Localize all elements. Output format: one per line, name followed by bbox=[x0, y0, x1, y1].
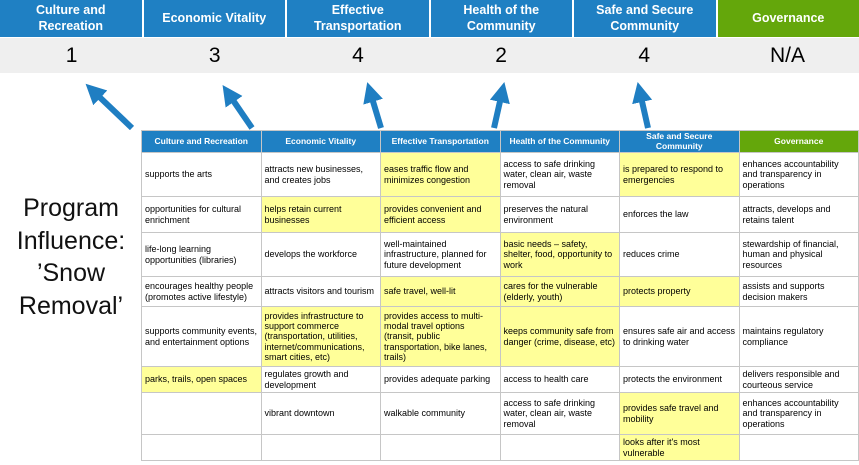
score-culture-and-recreation: 1 bbox=[65, 43, 78, 67]
matrix-cell: delivers responsible and courteous servi… bbox=[738, 366, 859, 393]
matrix-header-economic-vitality: Economic Vitality bbox=[260, 130, 381, 153]
matrix-cell: supports community events, and entertain… bbox=[141, 306, 262, 367]
matrix-header-effective-transportation: Effective Transportation bbox=[380, 130, 501, 153]
matrix-cell: maintains regulatory compliance bbox=[738, 306, 859, 367]
matrix-cell: looks after it's most vulnerable bbox=[619, 434, 740, 461]
matrix-header-health-of-the-community: Health of the Community bbox=[499, 130, 620, 153]
matrix-row: life-long learning opportunities (librar… bbox=[141, 232, 859, 277]
matrix-cell: regulates growth and development bbox=[260, 366, 381, 393]
influence-arrows bbox=[85, 82, 653, 130]
matrix-row: parks, trails, open spaces regulates grow… bbox=[141, 366, 859, 393]
matrix-cell: access to health care bbox=[499, 366, 620, 393]
matrix-cell: cares for the vulnerable (elderly, youth… bbox=[499, 276, 620, 307]
matrix-row: encourages healthy people (promotes acti… bbox=[141, 276, 859, 307]
matrix-cell: reduces crime bbox=[619, 232, 740, 277]
score-health-of-the-community: 2 bbox=[495, 43, 507, 67]
matrix-cell: attracts, develops and retains talent bbox=[738, 196, 859, 233]
score-safe-and-secure-community: 4 bbox=[638, 43, 651, 67]
matrix-cell: access to safe drinking water, clean air… bbox=[499, 392, 620, 435]
matrix-cell: preserves the natural environment bbox=[499, 196, 620, 233]
matrix-cell: opportunities for cultural enrichment bbox=[141, 196, 262, 233]
matrix-cell: access to safe drinking water, clean air… bbox=[499, 152, 620, 197]
matrix-head: Culture and Recreation Economic Vitality… bbox=[141, 130, 859, 153]
matrix-cell bbox=[260, 434, 381, 461]
banner-governance: Governance bbox=[717, 0, 859, 37]
banner-effective-transportation: Effective Transportation bbox=[287, 0, 429, 37]
matrix-row: supports the arts attracts new businesses… bbox=[141, 152, 859, 197]
banner-economic-vitality: Economic Vitality bbox=[143, 0, 285, 37]
matrix-cell: provides convenient and efficient access bbox=[380, 196, 501, 233]
matrix-cell: enforces the law bbox=[619, 196, 740, 233]
matrix-header-governance: Governance bbox=[738, 130, 859, 153]
matrix-cell: protects the environment bbox=[619, 366, 740, 393]
matrix-row: opportunities for cultural enrichment hel… bbox=[141, 196, 859, 233]
matrix-cell bbox=[738, 434, 859, 461]
matrix-cell: basic needs – safety, shelter, food, opp… bbox=[499, 232, 620, 277]
matrix-cell: keeps community safe from danger (crime,… bbox=[499, 306, 620, 367]
matrix-row: vibrant downtown walkable community access… bbox=[141, 392, 859, 435]
matrix-cell: well-maintained infrastructure, planned … bbox=[380, 232, 501, 277]
score-economic-vitality: 3 bbox=[208, 43, 221, 67]
matrix-cell: assists and supports decision makers bbox=[738, 276, 859, 307]
matrix-row: supports community events, and entertain… bbox=[141, 306, 859, 367]
matrix-cell bbox=[380, 434, 501, 461]
matrix-cell: provides access to multi-modal travel op… bbox=[380, 306, 501, 367]
matrix-cell: safe travel, well-lit bbox=[380, 276, 501, 307]
matrix-cell: supports the arts bbox=[141, 152, 262, 197]
influence-arrow bbox=[489, 82, 510, 129]
matrix-body: supports the arts attracts new businesses… bbox=[141, 152, 859, 461]
program-title: Program Influence: ’Snow Removal’ bbox=[16, 194, 126, 320]
influence-arrow bbox=[222, 84, 255, 130]
matrix-cell: provides adequate parking bbox=[380, 366, 501, 393]
matrix-cell: life-long learning opportunities (librar… bbox=[141, 232, 262, 277]
influence-matrix: Culture and Recreation Economic Vitality… bbox=[141, 130, 859, 461]
scorecard-banner: Culture and Recreation Economic Vitality… bbox=[0, 0, 859, 37]
matrix-cell: ensures safe air and access to drinking … bbox=[619, 306, 740, 367]
matrix-cell: eases traffic flow and minimizes congest… bbox=[380, 152, 501, 197]
matrix-cell: develops the workforce bbox=[260, 232, 381, 277]
matrix-cell: protects property bbox=[619, 276, 740, 307]
matrix-cell: attracts visitors and tourism bbox=[260, 276, 381, 307]
matrix-cell: enhances accountability and transparency… bbox=[738, 392, 859, 435]
matrix-cell: encourages healthy people (promotes acti… bbox=[141, 276, 262, 307]
matrix-cell: vibrant downtown bbox=[260, 392, 381, 435]
matrix-header-row: Culture and Recreation Economic Vitality… bbox=[141, 130, 859, 153]
matrix-cell: provides safe travel and mobility bbox=[619, 392, 740, 435]
score-row: 1 3 4 2 4 N/A bbox=[0, 38, 859, 73]
matrix-cell: helps retain current businesses bbox=[260, 196, 381, 233]
matrix-cell: provides infrastructure to support comme… bbox=[260, 306, 381, 367]
matrix-cell bbox=[499, 434, 620, 461]
matrix-header-safe-and-secure-community: Safe and Secure Community bbox=[619, 130, 740, 153]
influence-arrow bbox=[363, 82, 384, 129]
influence-arrow bbox=[85, 83, 135, 130]
banner-safe-and-secure-community: Safe and Secure Community bbox=[574, 0, 716, 37]
matrix-cell: parks, trails, open spaces bbox=[141, 366, 262, 393]
banner-culture-and-recreation: Culture and Recreation bbox=[0, 0, 142, 37]
matrix-header-culture-and-recreation: Culture and Recreation bbox=[141, 130, 262, 153]
matrix-cell: stewardship of financial, human and phys… bbox=[738, 232, 859, 277]
score-governance: N/A bbox=[769, 43, 805, 67]
banner-health-of-the-community: Health of the Community bbox=[430, 0, 572, 37]
matrix-cell bbox=[141, 392, 262, 435]
score-effective-transportation: 4 bbox=[352, 43, 364, 67]
matrix-cell: walkable community bbox=[380, 392, 501, 435]
influence-arrow bbox=[632, 82, 653, 129]
matrix-cell: attracts new businesses, and creates job… bbox=[260, 152, 381, 197]
matrix-row: looks after it's most vulnerable bbox=[141, 434, 859, 461]
matrix-cell: enhances accountability and transparency… bbox=[738, 152, 859, 197]
matrix-cell: is prepared to respond to emergencies bbox=[619, 152, 740, 197]
matrix-cell bbox=[141, 434, 262, 461]
